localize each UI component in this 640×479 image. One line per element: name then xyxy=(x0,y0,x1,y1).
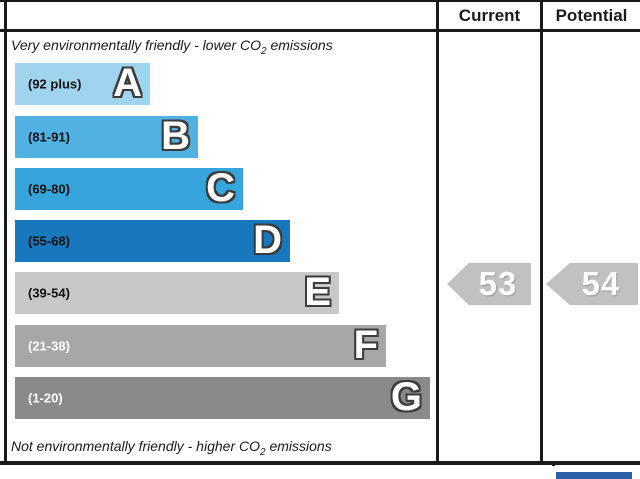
table-top-border xyxy=(0,0,640,2)
top-note-suffix: emissions xyxy=(266,37,333,53)
top-note-subscript: 2 xyxy=(261,45,267,57)
band-e-range: (39-54) xyxy=(28,285,70,301)
table-bottom-border xyxy=(0,461,640,465)
band-g-bar: (1-20) G xyxy=(15,377,430,419)
band-f-letter: F xyxy=(353,323,378,368)
band-f-range: (21-38) xyxy=(28,338,70,354)
table-left-border xyxy=(4,0,7,465)
current-rating-arrow: 53 xyxy=(447,262,531,306)
band-d-letter: D xyxy=(253,218,282,263)
bottom-note-text: Not environmentally friendly - higher CO xyxy=(11,438,260,454)
band-c-range: (69-80) xyxy=(28,181,70,197)
band-d-bar: (55-68) D xyxy=(15,220,290,262)
top-note: Very environmentally friendly - lower CO… xyxy=(11,37,333,57)
band-a-bar: (92 plus) A xyxy=(15,63,150,105)
bottom-note: Not environmentally friendly - higher CO… xyxy=(11,438,332,458)
top-note-text: Very environmentally friendly - lower CO xyxy=(11,37,262,53)
partial-next-section-logo xyxy=(556,472,632,479)
band-c-bar: (69-80) C xyxy=(15,168,243,210)
band-b-bar: (81-91) B xyxy=(15,116,198,158)
current-column-header: Current xyxy=(458,6,521,25)
band-g-letter: G xyxy=(390,375,422,420)
current-rating-value: 53 xyxy=(478,265,518,302)
band-a-range: (92 plus) xyxy=(28,76,82,92)
band-e-letter: E xyxy=(304,270,331,315)
band-b-letter: B xyxy=(161,114,190,159)
header-separator-line xyxy=(0,29,640,32)
band-e-bar: (39-54) E xyxy=(15,272,339,314)
potential-rating-value: 54 xyxy=(581,265,621,302)
band-g-range: (1-20) xyxy=(28,390,63,406)
band-d-range: (55-68) xyxy=(28,233,70,249)
next-section-tick xyxy=(552,462,555,466)
potential-rating-arrow: 54 xyxy=(546,262,638,306)
band-b-range: (81-91) xyxy=(28,129,70,145)
current-column-divider xyxy=(436,0,439,465)
band-f-bar: (21-38) F xyxy=(15,325,386,367)
band-a-letter: A xyxy=(113,61,142,106)
bottom-note-subscript: 2 xyxy=(260,446,266,458)
potential-column-header: Potential xyxy=(555,6,628,25)
potential-column-divider xyxy=(540,0,543,465)
bottom-note-suffix: emissions xyxy=(265,438,332,454)
band-c-letter: C xyxy=(206,166,235,211)
